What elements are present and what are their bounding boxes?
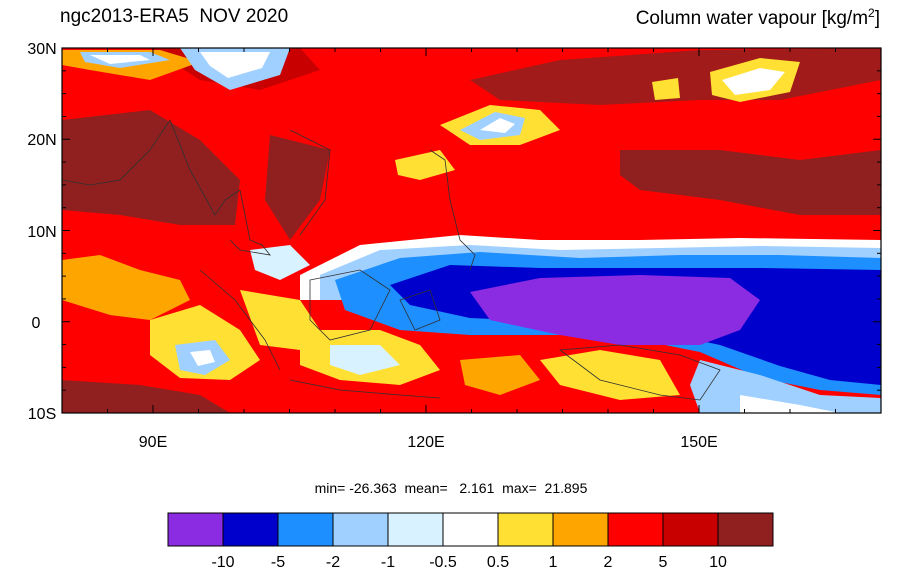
colorbar-label: -2 [326,554,340,571]
colorbar-box-2 [222,512,279,547]
lat-label-10n: 10N [27,224,56,241]
lat-label-30n: 30N [27,41,56,58]
lat-label-eq: 0 [32,315,41,332]
stats-line: min= -26.363 mean= 2.161 max= 21.895 [314,480,588,496]
colorbar-box-4 [332,512,389,547]
lat-label-10s: 10S [28,406,56,423]
lon-label-90e: 90E [139,434,167,451]
colorbar-label: -5 [271,554,285,571]
colorbar-box-7 [497,512,554,547]
colorbar-label: 10 [709,554,727,571]
map-field [62,48,881,413]
colorbar-box-9 [607,512,664,547]
colorbar-box-8 [552,512,609,547]
lon-label-150e: 150E [680,434,717,451]
lon-label-120e: 120E [407,434,444,451]
colorbar-label: -0.5 [429,554,457,571]
colorbar-box-10 [662,512,719,547]
colorbar: -10 -5 -2 -1 -0.5 0.5 1 2 5 10 [167,512,774,571]
colorbar-label: 0.5 [487,554,509,571]
colorbar-label: 2 [604,554,613,571]
colorbar-box-6 [442,512,499,547]
axis-ticks [61,47,882,414]
colorbar-label: 1 [549,554,558,571]
colorbar-box-3 [277,512,334,547]
variable-title: Column water vapour [kg/m2] [635,6,880,29]
colorbar-box-5 [387,512,444,547]
colorbar-label: -10 [211,554,234,571]
colorbar-box-1 [167,512,224,547]
colorbar-box-11 [717,512,774,547]
lat-label-20n: 20N [27,132,56,149]
colorbar-label: 5 [659,554,668,571]
map-title: ngc2013-ERA5 NOV 2020 [60,6,289,27]
coastlines [62,119,721,401]
colorbar-label: -1 [381,554,395,571]
